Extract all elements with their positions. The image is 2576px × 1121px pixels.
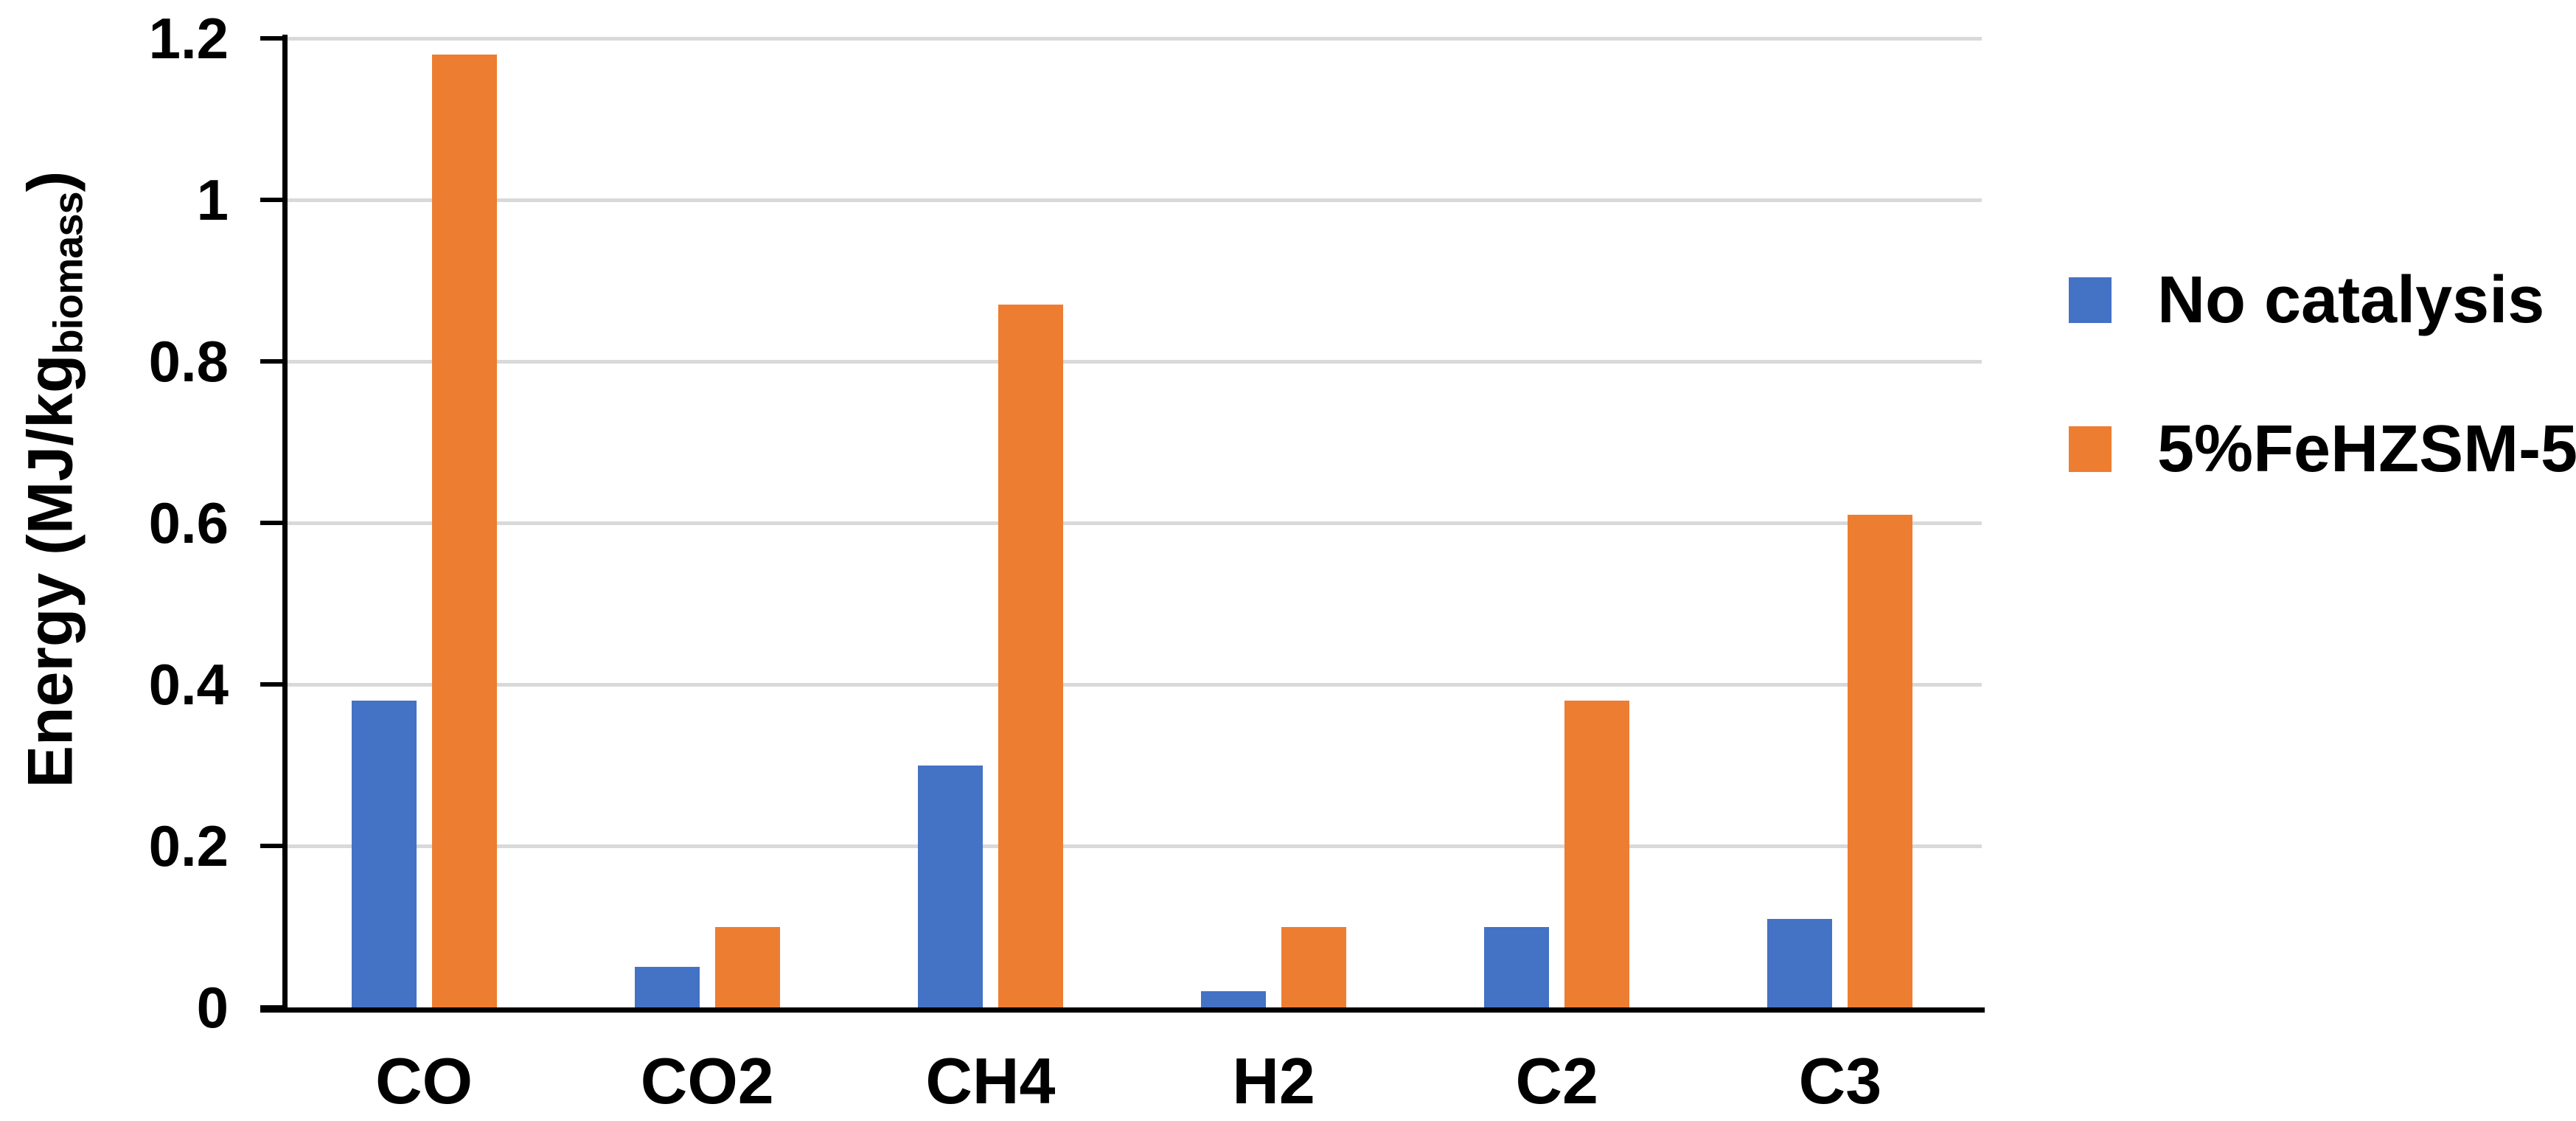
legend-entry-fehzsm5: 5%FeHZSM-5 (2069, 416, 2576, 482)
y-tick-label: 0.2 (148, 813, 229, 878)
gridline-0.2 (282, 844, 1982, 848)
y-tick-label: 1.2 (148, 6, 229, 71)
x-category-label-C3: C3 (1798, 1044, 1882, 1117)
gridline-0.4 (282, 683, 1982, 687)
y-axis-tick-1 (260, 198, 282, 202)
bar-no-catalysis-C2 (1484, 926, 1550, 1007)
y-axis-tick-0.6 (260, 521, 282, 525)
gridline-0.8 (282, 360, 1982, 364)
bar-no-catalysis-CO (351, 700, 417, 1007)
bar-5%fehzsm-5-H2 (1281, 926, 1347, 1007)
bar-5%fehzsm-5-C3 (1848, 515, 1913, 1007)
y-axis-tick-1.2 (260, 36, 282, 41)
x-category-label-CH4: CH4 (925, 1044, 1056, 1117)
y-axis-tick-0.4 (260, 682, 282, 687)
x-category-label-CO: CO (375, 1044, 473, 1117)
legend-label: No catalysis (2157, 263, 2545, 337)
bar-5%fehzsm-5-C2 (1564, 700, 1630, 1007)
bar-no-catalysis-CH4 (917, 765, 983, 1007)
y-axis-tick-0.2 (260, 844, 282, 848)
y-tick-label: 0.8 (148, 329, 229, 394)
bar-5%fehzsm-5-CO2 (714, 926, 780, 1007)
y-tick-label: 1 (196, 167, 229, 232)
legend-entry-no-catalysis: No catalysis (2069, 267, 2576, 333)
y-tick-label: 0.6 (148, 490, 229, 555)
bar-no-catalysis-CO2 (634, 967, 700, 1007)
x-axis-line (260, 1007, 1985, 1013)
x-category-label-H2: H2 (1232, 1044, 1315, 1117)
gridline-0.6 (282, 521, 1982, 525)
x-category-label-CO2: CO2 (640, 1044, 774, 1117)
legend-label: 5%FeHZSM-5 (2157, 412, 2576, 486)
legend-swatch-orange (2069, 426, 2112, 472)
bar-5%fehzsm-5-CO (431, 54, 497, 1007)
bar-5%fehzsm-5-CH4 (998, 305, 1063, 1007)
legend-swatch-blue (2069, 277, 2112, 323)
gridline-1 (282, 198, 1982, 202)
y-axis-line (282, 35, 288, 1013)
bar-no-catalysis-H2 (1201, 991, 1267, 1007)
y-axis-tick-0.8 (260, 359, 282, 364)
y-tick-label: 0.4 (148, 652, 229, 717)
y-tick-label: 0 (196, 975, 229, 1040)
bar-no-catalysis-C3 (1767, 918, 1833, 1007)
legend: No catalysis 5%FeHZSM-5 (2069, 267, 2576, 482)
gridline-1.2 (282, 37, 1982, 41)
x-category-label-C2: C2 (1515, 1044, 1599, 1117)
